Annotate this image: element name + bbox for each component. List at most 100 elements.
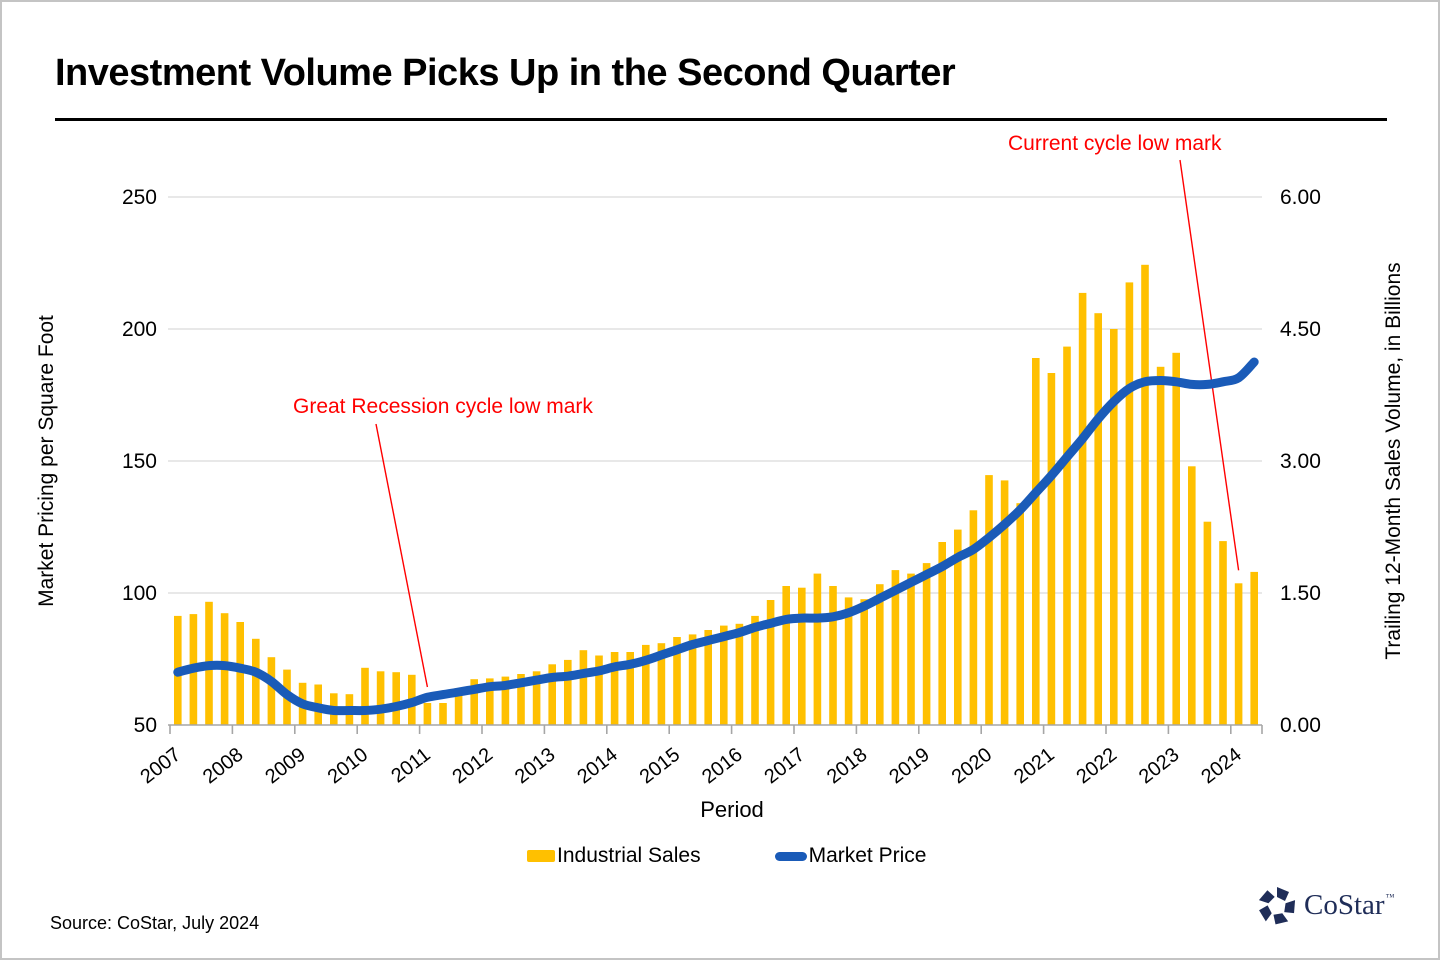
sales-bar — [922, 563, 931, 725]
left-tick-label: 200 — [122, 318, 157, 341]
sales-bar — [1016, 503, 1024, 725]
x-tick-label: 2019 — [885, 744, 934, 789]
left-tick-label: 150 — [122, 450, 157, 473]
sales-bar — [1234, 583, 1243, 725]
sales-bar — [751, 615, 759, 725]
sales-bar — [985, 475, 993, 725]
sales-bar — [1094, 313, 1102, 725]
sales-bar — [766, 600, 775, 725]
sales-bar — [860, 599, 868, 725]
costar-pinwheel-icon — [1258, 887, 1296, 925]
x-tick-label: 2017 — [760, 744, 809, 789]
costar-logo-text: CoStar™ — [1304, 888, 1395, 921]
left-tick-label: 50 — [134, 714, 157, 737]
annotation-current-cycle-low: Current cycle low mark — [1008, 132, 1222, 155]
sales-bar — [1250, 571, 1258, 725]
sales-bar — [876, 584, 884, 725]
sales-bar — [844, 597, 853, 725]
sales-bar — [252, 638, 260, 725]
sales-bar — [1078, 292, 1087, 725]
sales-bar — [579, 650, 588, 725]
sales-bar — [501, 676, 510, 725]
sales-bar — [673, 637, 681, 725]
sales-bar — [657, 643, 666, 725]
sales-bar — [642, 644, 650, 725]
sales-bar — [907, 573, 915, 725]
sales-bar — [267, 657, 276, 725]
sales-bar — [891, 570, 900, 725]
sales-bar — [1141, 264, 1149, 725]
left-tick-label: 100 — [122, 582, 157, 605]
sales-bar — [1156, 366, 1165, 725]
x-tick-label: 2009 — [261, 744, 310, 789]
sales-bar — [1032, 358, 1040, 725]
sales-bar — [1172, 352, 1180, 725]
x-tick-label: 2016 — [698, 744, 747, 789]
sales-bar — [517, 674, 525, 725]
sales-bar — [439, 703, 447, 725]
sales-bar — [376, 671, 385, 725]
x-tick-label: 2018 — [823, 744, 872, 789]
x-axis-title: Period — [700, 797, 764, 822]
legend-label: Industrial Sales — [557, 844, 701, 867]
right-tick-label: 6.00 — [1280, 186, 1321, 209]
sales-bar — [688, 634, 697, 725]
sales-bar — [423, 703, 432, 725]
sales-bar — [1219, 541, 1227, 725]
sales-bar — [532, 671, 541, 725]
sales-bar — [1125, 282, 1134, 725]
sales-bar — [1110, 329, 1118, 725]
sales-bar — [938, 542, 946, 725]
sales-bar — [361, 667, 369, 725]
legend-item-industrial-sales: Industrial Sales — [527, 844, 701, 868]
left-axis-title: Market Pricing per Square Foot — [35, 315, 58, 607]
sales-bar — [1063, 346, 1071, 725]
sales-bar — [470, 679, 478, 725]
annotation-pointer-line — [1179, 159, 1240, 571]
right-axis-title: Trailing 12-Month Sales Volume, in Billi… — [1382, 262, 1405, 660]
legend-item-market-price: Market Price — [774, 844, 926, 868]
annotation-great-recession-low: Great Recession cycle low mark — [293, 395, 593, 418]
sales-bar — [1047, 373, 1056, 725]
sales-bar — [829, 586, 837, 725]
sales-bar — [1000, 480, 1009, 725]
source-note: Source: CoStar, July 2024 — [50, 913, 260, 933]
x-tick-label: 2008 — [199, 744, 248, 789]
right-tick-label: 0.00 — [1280, 714, 1321, 737]
sales-bar — [704, 630, 712, 725]
market-price-swatch-icon — [774, 851, 807, 861]
x-tick-label: 2015 — [636, 744, 685, 789]
sales-bar — [1203, 521, 1212, 725]
sales-bar — [548, 664, 556, 725]
sales-bar — [813, 573, 822, 725]
x-tick-label: 2023 — [1135, 744, 1184, 789]
sales-bar — [486, 678, 494, 725]
sales-bar — [454, 688, 463, 725]
x-tick-label: 2007 — [136, 744, 185, 789]
right-tick-label: 1.50 — [1280, 582, 1321, 605]
sales-bar — [626, 652, 634, 725]
x-tick-label: 2011 — [387, 744, 434, 788]
chart-title: Investment Volume Picks Up in the Second… — [55, 52, 956, 94]
sales-bar — [595, 655, 603, 725]
right-tick-label: 4.50 — [1280, 318, 1321, 341]
x-tick-label: 2022 — [1072, 744, 1121, 789]
sales-bar — [392, 672, 400, 725]
trademark-symbol: ™ — [1385, 891, 1395, 902]
legend: Industrial Sales Market Price — [527, 844, 926, 868]
costar-logo: CoStar™ — [1256, 882, 1394, 928]
sales-bar — [1188, 466, 1196, 725]
annotation-pointer-line — [375, 423, 429, 688]
market-price-line — [173, 357, 1259, 716]
sales-bar — [564, 659, 572, 725]
sales-bar — [969, 510, 978, 725]
sales-bar — [720, 625, 728, 725]
sales-bar — [782, 586, 790, 725]
x-tick-label: 2020 — [948, 744, 997, 789]
x-tick-label: 2021 — [1010, 744, 1059, 789]
sales-bar — [610, 652, 619, 725]
x-tick-label: 2010 — [324, 744, 373, 789]
x-tick-label: 2012 — [448, 744, 497, 789]
